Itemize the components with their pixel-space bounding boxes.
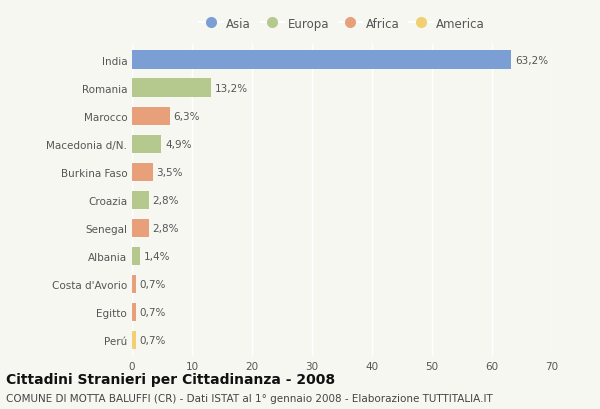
Text: 0,7%: 0,7% xyxy=(140,308,166,317)
Text: 6,3%: 6,3% xyxy=(173,111,200,121)
Bar xyxy=(132,331,136,350)
Text: 0,7%: 0,7% xyxy=(140,279,166,290)
Text: 4,9%: 4,9% xyxy=(165,139,191,149)
Bar xyxy=(132,303,136,321)
Text: COMUNE DI MOTTA BALUFFI (CR) - Dati ISTAT al 1° gennaio 2008 - Elaborazione TUTT: COMUNE DI MOTTA BALUFFI (CR) - Dati ISTA… xyxy=(6,393,493,402)
Text: 0,7%: 0,7% xyxy=(140,335,166,346)
Text: 1,4%: 1,4% xyxy=(144,252,170,261)
Bar xyxy=(132,79,211,97)
Bar xyxy=(132,219,149,238)
Bar xyxy=(132,51,511,70)
Bar xyxy=(132,247,140,265)
Bar xyxy=(132,275,136,294)
Text: 3,5%: 3,5% xyxy=(157,167,183,178)
Bar xyxy=(132,107,170,126)
Text: 13,2%: 13,2% xyxy=(215,83,248,93)
Text: 2,8%: 2,8% xyxy=(152,223,179,234)
Text: 63,2%: 63,2% xyxy=(515,55,548,65)
Legend: Asia, Europa, Africa, America: Asia, Europa, Africa, America xyxy=(197,15,487,33)
Bar xyxy=(132,163,153,182)
Text: 2,8%: 2,8% xyxy=(152,196,179,205)
Text: Cittadini Stranieri per Cittadinanza - 2008: Cittadini Stranieri per Cittadinanza - 2… xyxy=(6,372,335,386)
Bar xyxy=(132,191,149,209)
Bar xyxy=(132,135,161,153)
